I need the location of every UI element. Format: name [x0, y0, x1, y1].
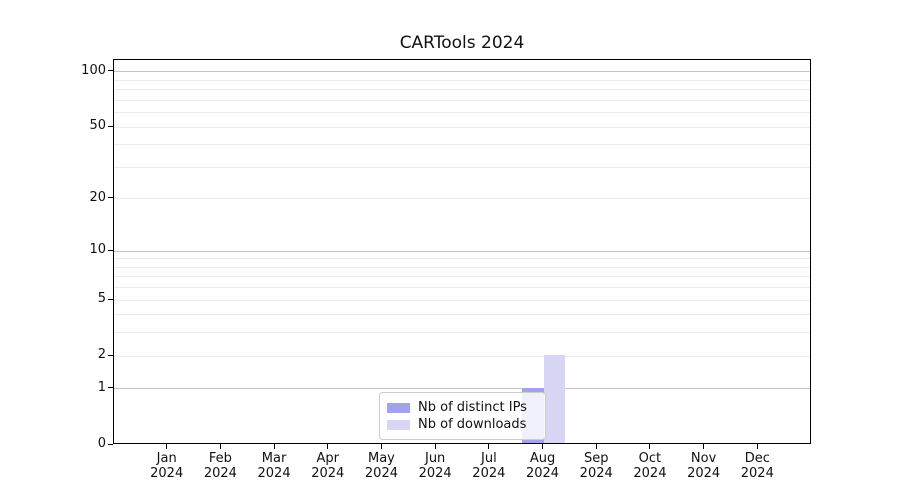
chart-title: CARTools 2024	[399, 33, 525, 53]
major-gridline	[114, 250, 810, 252]
y-tick-label: 2	[97, 347, 106, 363]
minor-gridline	[114, 266, 810, 268]
y-tick-mark	[108, 197, 113, 199]
y-tick-label: 20	[89, 189, 106, 205]
x-tick-month: Apr	[316, 451, 340, 466]
minor-gridline	[114, 355, 810, 357]
x-tick-year: 2024	[418, 466, 452, 481]
x-tick-month: Nov	[690, 451, 717, 466]
x-tick-month: Sep	[583, 451, 609, 466]
y-tick-label: 10	[89, 242, 106, 258]
legend-swatch-distinct-ips	[387, 402, 410, 413]
major-gridline	[114, 388, 810, 390]
x-tick-year: 2024	[364, 466, 398, 481]
legend-item-downloads: Nb of downloads	[387, 416, 537, 433]
legend-swatch-downloads	[387, 419, 410, 430]
x-tick-label: Oct 2024	[610, 451, 690, 481]
legend: Nb of distinct IPs Nb of downloads	[379, 392, 546, 440]
major-gridline	[114, 71, 810, 73]
y-tick-label: 0	[97, 436, 106, 451]
x-tick-year: 2024	[525, 466, 560, 481]
x-tick-month: Jan	[156, 451, 177, 466]
gridlines-layer	[114, 60, 810, 443]
y-tick-mark	[108, 125, 113, 127]
x-tick-month: May	[368, 451, 395, 466]
x-tick-year: 2024	[203, 466, 237, 481]
minor-gridline	[114, 99, 810, 101]
minor-gridline	[114, 89, 810, 91]
bar-downloads	[543, 355, 566, 443]
x-tick-year: 2024	[311, 466, 345, 481]
x-tick-mark	[434, 444, 436, 449]
minor-gridline	[114, 276, 810, 278]
minor-gridline	[114, 198, 810, 200]
x-tick-label: Nov 2024	[664, 451, 744, 481]
x-tick-mark	[542, 444, 544, 449]
x-tick-year: 2024	[472, 466, 506, 481]
x-tick-month: Oct	[638, 451, 662, 466]
x-tick-year: 2024	[740, 466, 774, 481]
x-tick-label: Jul 2024	[449, 451, 529, 481]
minor-gridline	[114, 126, 810, 128]
x-tick-month: Dec	[744, 451, 770, 466]
x-tick-mark	[595, 444, 597, 449]
y-tick-label: 50	[89, 118, 106, 134]
x-tick-label: Aug 2024	[503, 451, 583, 481]
legend-label-downloads: Nb of downloads	[418, 417, 527, 432]
y-tick-mark	[108, 298, 113, 300]
x-tick-label: Apr 2024	[288, 451, 368, 481]
x-tick-label: Dec 2024	[717, 451, 797, 481]
x-tick-mark	[380, 444, 382, 449]
x-tick-mark	[219, 444, 221, 449]
minor-gridline	[114, 112, 810, 114]
x-tick-month: Jul	[481, 451, 497, 466]
x-tick-label: Sep 2024	[556, 451, 636, 481]
minor-gridline	[114, 287, 810, 289]
x-tick-mark	[166, 444, 168, 449]
bars-layer	[114, 60, 810, 443]
minor-gridline	[114, 314, 810, 316]
x-tick-year: 2024	[633, 466, 667, 481]
x-tick-year: 2024	[150, 466, 184, 481]
y-tick-mark	[108, 354, 113, 356]
x-tick-mark	[703, 444, 705, 449]
legend-item-distinct-ips: Nb of distinct IPs	[387, 399, 537, 416]
x-tick-mark	[649, 444, 651, 449]
y-tick-mark	[108, 443, 113, 445]
minor-gridline	[114, 258, 810, 260]
y-tick-mark	[108, 387, 113, 389]
x-tick-month: Mar	[261, 451, 287, 466]
x-tick-label: Feb 2024	[180, 451, 260, 481]
y-tick-mark	[108, 70, 113, 72]
x-tick-label: Jan 2024	[127, 451, 207, 481]
minor-gridline	[114, 332, 810, 334]
y-tick-label: 5	[97, 291, 106, 307]
x-tick-month: Jun	[424, 451, 446, 466]
minor-gridline	[114, 144, 810, 146]
x-tick-mark	[756, 444, 758, 449]
x-tick-label: Mar 2024	[234, 451, 314, 481]
x-tick-month: Aug	[529, 451, 556, 466]
x-tick-year: 2024	[579, 466, 613, 481]
x-tick-month: Feb	[208, 451, 232, 466]
x-tick-mark	[327, 444, 329, 449]
x-tick-year: 2024	[257, 466, 291, 481]
y-tick-label: 100	[81, 62, 106, 78]
minor-gridline	[114, 299, 810, 301]
x-tick-year: 2024	[687, 466, 721, 481]
plot-area: Nb of distinct IPs Nb of downloads	[113, 59, 811, 444]
minor-gridline	[114, 79, 810, 81]
minor-gridline	[114, 166, 810, 168]
x-tick-label: Jun 2024	[395, 451, 475, 481]
x-tick-mark	[273, 444, 275, 449]
x-tick-label: May 2024	[341, 451, 421, 481]
y-tick-mark	[108, 249, 113, 251]
x-tick-mark	[488, 444, 490, 449]
y-tick-label: 1	[97, 379, 106, 395]
legend-label-distinct-ips: Nb of distinct IPs	[418, 400, 527, 415]
